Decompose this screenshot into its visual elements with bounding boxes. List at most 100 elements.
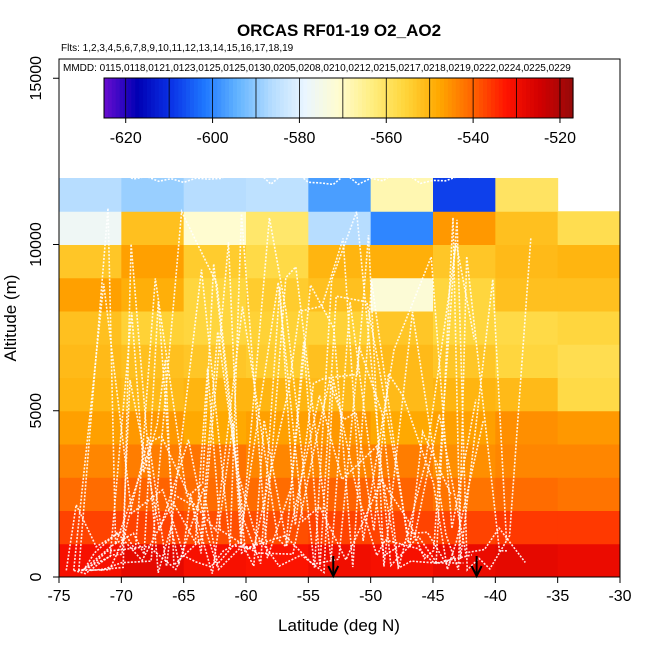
heatmap-cell [121, 410, 185, 445]
colorbar-swatch [416, 78, 422, 118]
heatmap-cell [246, 178, 309, 212]
colorbar-swatch [256, 78, 261, 118]
colorbar-swatch [150, 78, 156, 118]
colorbar-frame [103, 77, 574, 119]
colorbar-swatch [385, 78, 390, 118]
x-tick-label: -50 [359, 588, 382, 605]
y-axis-label: Altitude (m) [1, 275, 20, 362]
colorbar-swatch [272, 78, 277, 118]
colorbar-swatch [143, 78, 148, 118]
heatmap-cell [495, 543, 559, 578]
colorbar-swatch [401, 78, 406, 118]
colorbar-swatch [502, 78, 508, 118]
flight-track [100, 208, 509, 572]
heatmap-cell [59, 444, 122, 478]
colorbar-swatch [389, 78, 394, 118]
x-tick-label: -35 [546, 588, 569, 605]
heatmap-cell [121, 211, 185, 245]
colorbar-swatch [201, 78, 207, 118]
colorbar-swatch [526, 78, 531, 118]
heatmap-cell [121, 444, 185, 478]
heatmap-cell [308, 211, 372, 245]
dates-label: MMDD: 0115,0118,0121,0123,0125,0125,0130… [63, 63, 571, 74]
heatmap-cell [59, 244, 122, 279]
colorbar-tick-label: -580 [283, 130, 315, 147]
colorbar-swatch [467, 78, 472, 118]
colorbar-swatch [424, 78, 429, 118]
y-tick-label: 15000 [28, 56, 45, 101]
colorbar-swatch [205, 78, 211, 118]
colorbar-swatch [111, 78, 117, 118]
colorbar-swatch [530, 78, 535, 118]
x-tick-label: -75 [47, 588, 70, 605]
heatmap-cells [59, 178, 621, 578]
heatmap-cell [557, 377, 621, 412]
colorbar-swatch [483, 78, 488, 118]
flight-track [72, 242, 476, 571]
colorbar-swatch [510, 78, 515, 118]
colorbar-swatch [365, 78, 371, 118]
flight-track [78, 213, 455, 572]
colorbar-swatch [197, 78, 203, 118]
colorbar-swatch [264, 78, 269, 118]
colorbar-swatch [475, 78, 480, 118]
heatmap-cell [59, 277, 122, 312]
x-axis: -75 -70 -65 -60 -55 -50 -45 -40 -35 -30 [47, 577, 632, 605]
heatmap-cell [433, 244, 496, 279]
colorbar-swatch [494, 78, 500, 118]
colorbar-swatch [248, 78, 254, 118]
colorbar-swatch [369, 78, 375, 118]
colorbar-swatch [232, 78, 238, 118]
colorbar-swatch [518, 78, 523, 118]
heatmap-cell [370, 510, 434, 545]
heatmap-cell [370, 244, 434, 279]
colorbar-tick-label: -540 [457, 130, 489, 147]
heatmap-cell [370, 410, 434, 445]
colorbar-swatch [315, 78, 320, 118]
x-tick-label: -55 [297, 588, 320, 605]
colorbar-swatch [209, 78, 215, 118]
colorbar-swatch [279, 78, 285, 118]
colorbar-swatch [193, 78, 199, 118]
heatmap-cell [495, 377, 559, 412]
heatmap-cell [495, 311, 559, 345]
colorbar-tick-label: -520 [544, 130, 576, 147]
colorbar-swatch [561, 78, 566, 118]
heatmap-cell [246, 444, 309, 478]
colorbar-swatch [186, 78, 191, 118]
x-tick-label: -60 [234, 588, 257, 605]
colorbar-swatch [311, 78, 316, 118]
colorbar-swatch [260, 78, 265, 118]
colorbar-swatch [174, 78, 179, 118]
colorbar-swatch [229, 78, 234, 118]
colorbar-swatch [338, 78, 344, 118]
colorbar-swatch [549, 78, 555, 118]
colorbar-swatch [318, 78, 324, 118]
heatmap-cell [557, 244, 621, 279]
colorbar-swatch [545, 78, 551, 118]
colorbar-swatch [217, 78, 222, 118]
colorbar-swatch [107, 78, 113, 118]
heatmap-cell [495, 477, 559, 511]
y-axis: 0 5000 10000 15000 [28, 56, 59, 581]
heatmap-cell [557, 510, 621, 545]
colorbar-swatch [139, 78, 144, 118]
colorbar-swatch [565, 78, 570, 118]
colorbar-swatch [268, 78, 273, 118]
colorbar-swatch [322, 78, 328, 118]
arrows [327, 556, 483, 579]
colorbar-swatch [381, 78, 386, 118]
colorbar-swatch [451, 78, 457, 118]
colorbar-swatch [444, 78, 449, 118]
colorbar-swatch [131, 78, 136, 118]
colorbar-swatch [479, 78, 484, 118]
flight-track [73, 238, 477, 575]
colorbar-swatch [377, 78, 383, 118]
heatmap-cell [557, 444, 621, 478]
colorbar-swatch [295, 78, 301, 118]
heatmap-cell [557, 211, 621, 245]
colorbar-swatch [236, 78, 242, 118]
heatmap-cell [59, 311, 122, 345]
colorbar-swatch [506, 78, 512, 118]
colorbar-swatch [252, 78, 258, 118]
